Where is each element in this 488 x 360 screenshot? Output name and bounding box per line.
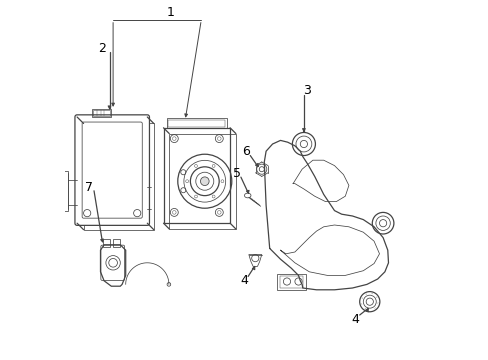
Bar xyxy=(91,109,111,117)
Bar xyxy=(168,120,225,127)
Bar xyxy=(83,123,153,230)
Bar xyxy=(93,110,110,116)
Bar xyxy=(63,171,68,211)
Bar xyxy=(113,239,120,247)
Bar xyxy=(163,128,230,223)
Text: 3: 3 xyxy=(303,84,311,97)
Text: 1: 1 xyxy=(166,6,174,19)
FancyBboxPatch shape xyxy=(75,115,149,225)
Text: 6: 6 xyxy=(242,145,250,158)
Text: 2: 2 xyxy=(98,42,106,55)
Text: 7: 7 xyxy=(85,181,93,194)
Text: 5: 5 xyxy=(232,167,240,180)
Circle shape xyxy=(200,177,209,185)
Polygon shape xyxy=(101,245,125,286)
Text: 4: 4 xyxy=(240,274,247,287)
Bar xyxy=(279,276,302,288)
Bar xyxy=(167,118,226,128)
Bar xyxy=(169,134,235,229)
Bar xyxy=(276,274,305,290)
Bar xyxy=(103,239,110,247)
Text: 4: 4 xyxy=(351,313,359,326)
